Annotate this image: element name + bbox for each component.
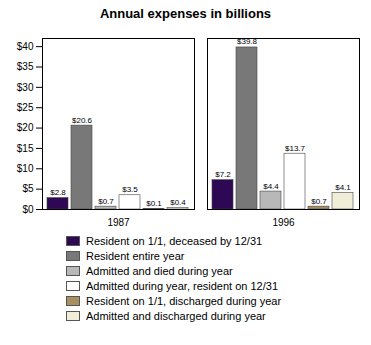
svg-text:$40: $40: [17, 41, 34, 52]
svg-text:$0.1: $0.1: [146, 199, 162, 208]
svg-text:$0.7: $0.7: [311, 197, 327, 206]
svg-text:$30: $30: [17, 82, 34, 93]
svg-text:$5: $5: [22, 183, 34, 194]
svg-text:1996: 1996: [272, 217, 295, 228]
svg-text:$13.7: $13.7: [285, 144, 306, 153]
html-text:Resident on 1/1, deceased by 1: Resident on 1/1, deceased by 12/31: [86, 234, 263, 247]
html-text:Resident on 1/1, discharged du: Resident on 1/1, discharged during year: [86, 294, 282, 307]
svg-text:$0: $0: [22, 204, 34, 215]
svg-text:$15: $15: [17, 143, 34, 154]
svg-text:$7.2: $7.2: [215, 170, 231, 179]
svg-text:$2.8: $2.8: [50, 188, 66, 197]
html-text:Annual expenses in billions: Annual expenses in billions: [99, 6, 272, 21]
svg-text:$0.4: $0.4: [170, 198, 186, 207]
html-text:Admitted during year, resident: Admitted during year, resident on 12/31: [86, 279, 278, 292]
svg-text:$10: $10: [17, 163, 34, 174]
svg-text:$20.6: $20.6: [72, 116, 93, 125]
svg-text:$4.4: $4.4: [263, 182, 279, 191]
svg-text:$35: $35: [17, 61, 34, 72]
svg-text:$4.1: $4.1: [335, 183, 351, 192]
svg-text:$39.8: $39.8: [237, 37, 257, 47]
svg-text:$20: $20: [17, 122, 34, 133]
svg-text:$25: $25: [17, 102, 34, 113]
html-text:Resident entire year: Resident entire year: [86, 249, 185, 262]
html-text:Admitted and discharged during: Admitted and discharged during year: [86, 309, 266, 322]
svg-text:$3.5: $3.5: [122, 185, 138, 194]
html-text:Admitted and died during year: Admitted and died during year: [86, 264, 233, 277]
svg-text:$0.7: $0.7: [98, 197, 114, 206]
svg-text:1987: 1987: [107, 217, 130, 228]
